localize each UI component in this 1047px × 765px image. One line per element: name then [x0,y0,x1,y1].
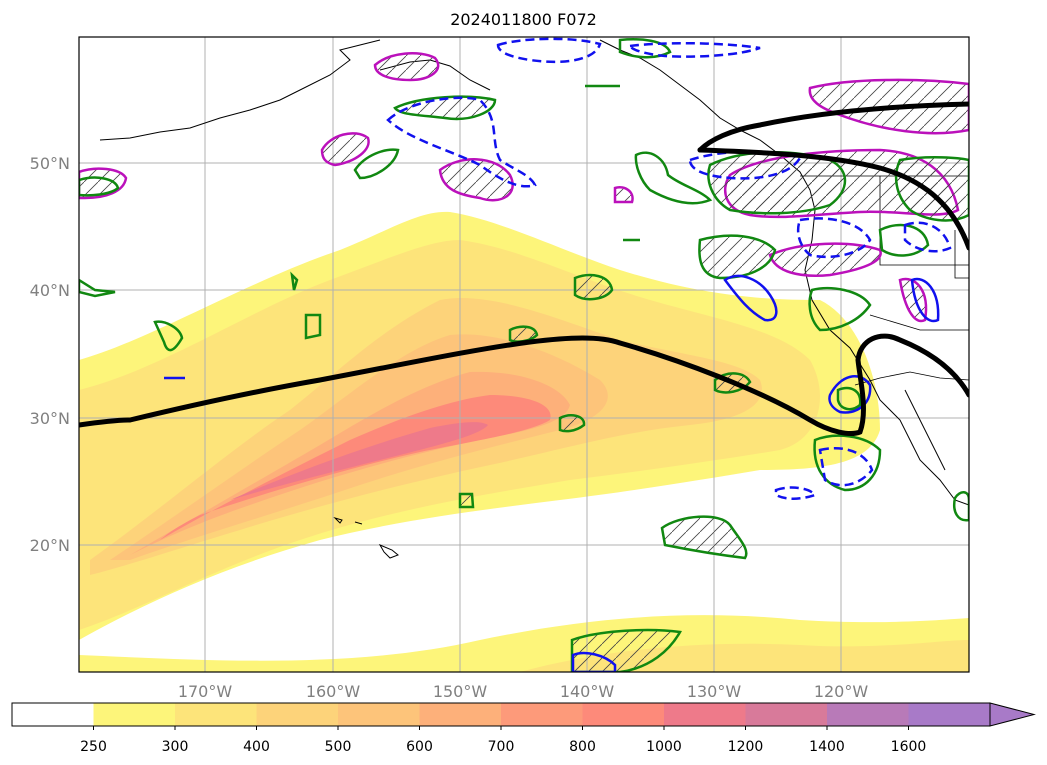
longitude-labels: 170°W 160°W 150°W 140°W 130°W 120°W [178,682,869,701]
lat-label-40: 40°N [30,281,70,300]
map-frame [78,36,970,673]
lon-label-140w: 140°W [560,682,615,701]
colorbar-tick-label: 800 [569,739,596,755]
colorbar-segment [501,703,583,726]
jet-stream-lines [79,101,969,436]
colorbar-ticks: 250 300 400 500 600 700 800 1000 1200 1400 1600 [80,726,926,755]
colorbar: 250 300 400 500 600 700 800 1000 1200 1400 1600 [11,702,1036,755]
colorbar-segment [827,703,909,726]
colorbar-tick-label: 700 [488,739,515,755]
lat-label-30: 30°N [30,409,70,428]
green-contours [79,38,969,672]
colorbar-tick-label: 250 [80,739,107,755]
colorbar-tick-label: 500 [325,739,352,755]
lat-label-20: 20°N [30,536,70,555]
colorbar-segments [11,702,1036,727]
colorbar-tick-label: 1200 [728,739,764,755]
filled-contours [79,211,969,672]
colorbar-segment [175,703,257,726]
colorbar-tick-label: 1600 [891,739,927,755]
lon-label-160w: 160°W [306,682,361,701]
colorbar-segment [419,703,502,726]
colorbar-extend-arrow [989,702,1036,727]
blue-solid-contours [164,274,940,672]
colorbar-segment [908,703,991,726]
colorbar-segment [12,703,94,726]
plume-level-1000 [230,422,488,500]
lon-label-130w: 130°W [687,682,742,701]
lon-label-150w: 150°W [433,682,488,701]
colorbar-tick-label: 600 [406,739,433,755]
colorbar-tick-label: 1400 [809,739,845,755]
lon-label-170w: 170°W [178,682,233,701]
colorbar-segment [664,703,746,726]
colorbar-tick-label: 400 [243,739,270,755]
colorbar-segment [745,703,828,726]
colorbar-segment [338,703,420,726]
lat-label-50: 50°N [30,154,70,173]
colorbar-segment [256,703,339,726]
lon-label-120w: 120°W [814,682,869,701]
colorbar-segment [93,703,176,726]
latitude-labels: 50°N 40°N 30°N 20°N [30,154,70,555]
colorbar-segment [582,703,665,726]
map-title: 2024011800 F072 [450,10,597,29]
colorbar-tick-label: 300 [162,739,189,755]
colorbar-tick-label: 1000 [646,739,682,755]
